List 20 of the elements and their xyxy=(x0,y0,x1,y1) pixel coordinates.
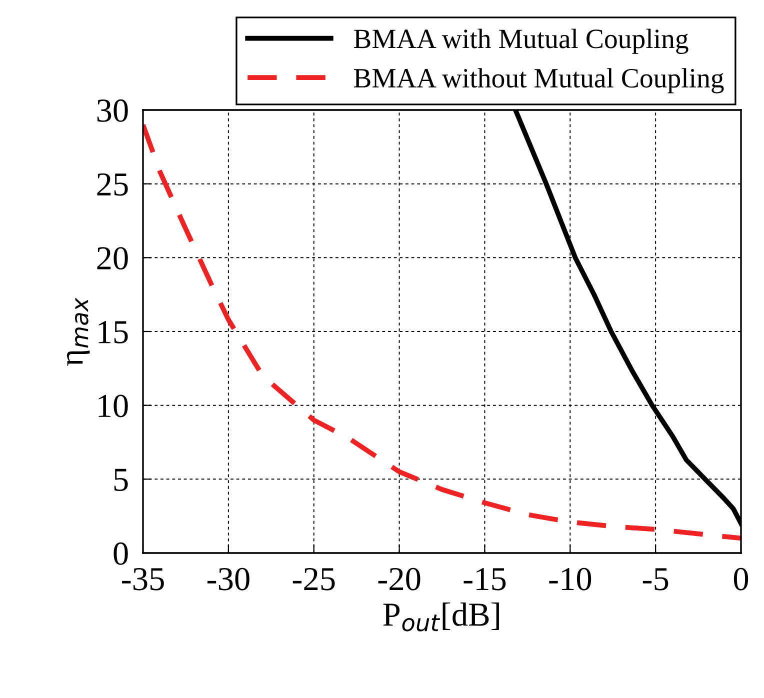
y-tick-label: 0 xyxy=(114,542,128,565)
y-axis-title: η$_{max}$ xyxy=(66,298,90,366)
y-tick-label: 10 xyxy=(98,394,128,418)
y-tick-label: 15 xyxy=(98,321,128,344)
x-tick-label: -35 xyxy=(122,568,164,590)
y-tick-label: 5 xyxy=(114,468,128,492)
x-tick-label: -10 xyxy=(549,568,592,590)
x-axis-title: P$_{out}$[dB] xyxy=(383,602,499,632)
legend-label: BMAA with Mutual Coupling xyxy=(354,28,688,54)
x-tick-label: -20 xyxy=(378,568,420,590)
y-tick-label: 25 xyxy=(97,173,128,196)
legend-label: BMAA without Mutual Coupling xyxy=(354,68,724,94)
x-tick-label: 0 xyxy=(734,568,748,590)
x-tick-label: -25 xyxy=(292,568,335,590)
y-tick-label: 30 xyxy=(97,99,128,122)
x-tick-label: -15 xyxy=(464,568,506,590)
y-tick-label: 20 xyxy=(97,247,128,270)
x-tick-label: -30 xyxy=(207,568,250,590)
line-series xyxy=(143,122,741,541)
x-tick-label: -5 xyxy=(642,568,668,590)
